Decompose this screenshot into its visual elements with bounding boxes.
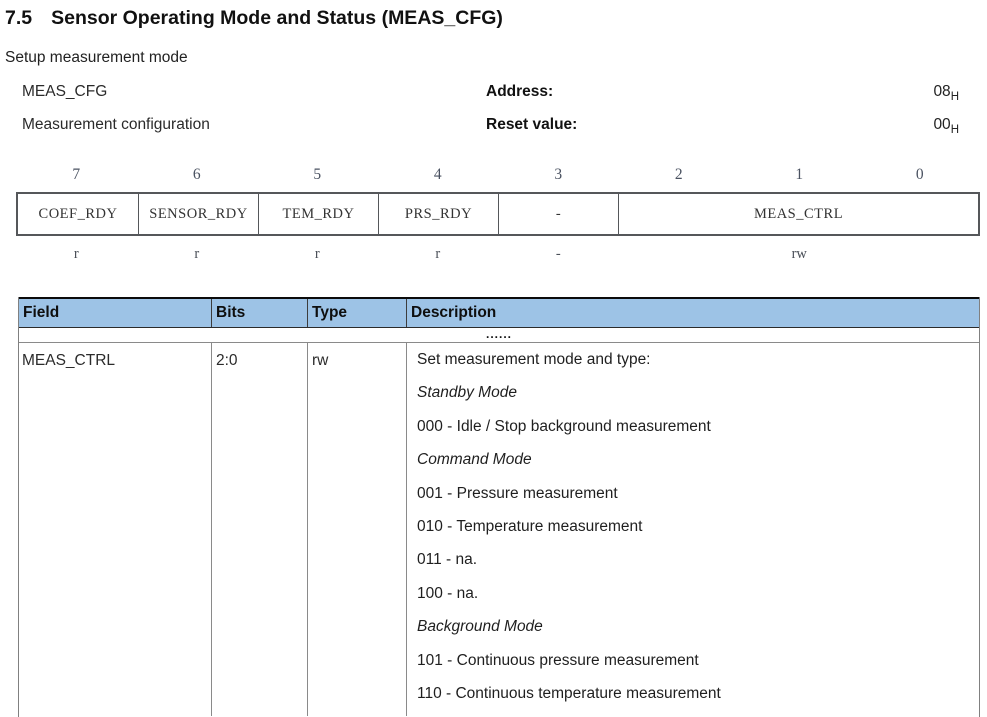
register-description: Measurement configuration xyxy=(22,116,210,134)
cell-field-name: MEAS_CTRL xyxy=(19,343,211,716)
field-table-header: Field Bits Type Description xyxy=(19,297,979,328)
description-line: 011 - na. xyxy=(417,543,979,576)
cell-type: rw xyxy=(307,343,406,716)
register-bit-table: COEF_RDY SENSOR_RDY TEM_RDY PRS_RDY - ME… xyxy=(16,192,980,236)
bit-cell-sensor-rdy: SENSOR_RDY xyxy=(138,194,258,234)
access-bit3: - xyxy=(498,246,619,263)
access-bit6: r xyxy=(137,246,258,263)
description-line-standby-mode: Standby Mode xyxy=(417,376,979,409)
page-title: Sensor Operating Mode and Status (MEAS_C… xyxy=(51,7,503,29)
bit-cell-prs-rdy: PRS_RDY xyxy=(378,194,498,234)
description-line: 100 - na. xyxy=(417,577,979,610)
description-line-command-mode: Command Mode xyxy=(417,443,979,476)
address-value-sub: H xyxy=(951,91,959,103)
reset-value-hex: 00 xyxy=(933,116,950,133)
header-field: Field xyxy=(19,299,211,327)
address-label: Address: xyxy=(486,83,553,101)
register-info-row-reset: Measurement configuration Reset value: 0… xyxy=(0,116,987,140)
section-heading: 7.5 Sensor Operating Mode and Status (MEA… xyxy=(5,7,503,30)
access-bit4: r xyxy=(378,246,499,263)
bit-number-2: 2 xyxy=(619,166,740,184)
description-line: 110 - Continuous temperature measurement xyxy=(417,677,979,710)
header-description: Description xyxy=(406,299,979,327)
reset-value-sub: H xyxy=(951,124,959,136)
bit-cell-meas-ctrl: MEAS_CTRL xyxy=(618,194,978,234)
section-number: 7.5 xyxy=(5,7,32,30)
bit-number-4: 4 xyxy=(378,166,499,184)
bit-cell-coef-rdy: COEF_RDY xyxy=(18,194,138,234)
reset-value-label: Reset value: xyxy=(486,116,577,134)
bit-number-6: 6 xyxy=(137,166,258,184)
header-type: Type xyxy=(307,299,406,327)
access-bit5: r xyxy=(257,246,378,263)
address-value: 08H xyxy=(933,83,959,101)
bit-cell-reserved: - xyxy=(498,194,618,234)
description-line: 001 - Pressure measurement xyxy=(417,477,979,510)
description-line: Set measurement mode and type: xyxy=(417,343,979,376)
bit-number-7: 7 xyxy=(16,166,137,184)
bit-number-1: 1 xyxy=(739,166,860,184)
description-line: 000 - Idle / Stop background measurement xyxy=(417,410,979,443)
description-line: 010 - Temperature measurement xyxy=(417,510,979,543)
address-value-hex: 08 xyxy=(933,83,950,100)
access-meas-ctrl: rw xyxy=(619,246,981,263)
description-line-background-mode: Background Mode xyxy=(417,610,979,643)
access-type-row: r r r r - rw xyxy=(16,246,980,263)
description-line: 101 - Continuous pressure measurement xyxy=(417,644,979,677)
field-table-row-meas-ctrl: MEAS_CTRL 2:0 rw Set measurement mode an… xyxy=(19,343,979,716)
cell-bits: 2:0 xyxy=(211,343,307,716)
bit-cell-tem-rdy: TEM_RDY xyxy=(258,194,378,234)
subtitle: Setup measurement mode xyxy=(5,49,188,67)
cell-description: Set measurement mode and type: Standby M… xyxy=(406,343,979,716)
register-name: MEAS_CFG xyxy=(22,83,107,101)
header-bits: Bits xyxy=(211,299,307,327)
ellipsis-row: ...... xyxy=(19,328,979,343)
register-info-row-address: MEAS_CFG Address: 08H xyxy=(0,83,987,107)
bit-number-5: 5 xyxy=(257,166,378,184)
reset-value: 00H xyxy=(933,116,959,134)
bit-number-3: 3 xyxy=(498,166,619,184)
bit-number-row: 7 6 5 4 3 2 1 0 xyxy=(16,166,980,184)
access-bit7: r xyxy=(16,246,137,263)
bit-number-0: 0 xyxy=(860,166,981,184)
field-description-table: Field Bits Type Description ...... MEAS_… xyxy=(18,297,980,717)
